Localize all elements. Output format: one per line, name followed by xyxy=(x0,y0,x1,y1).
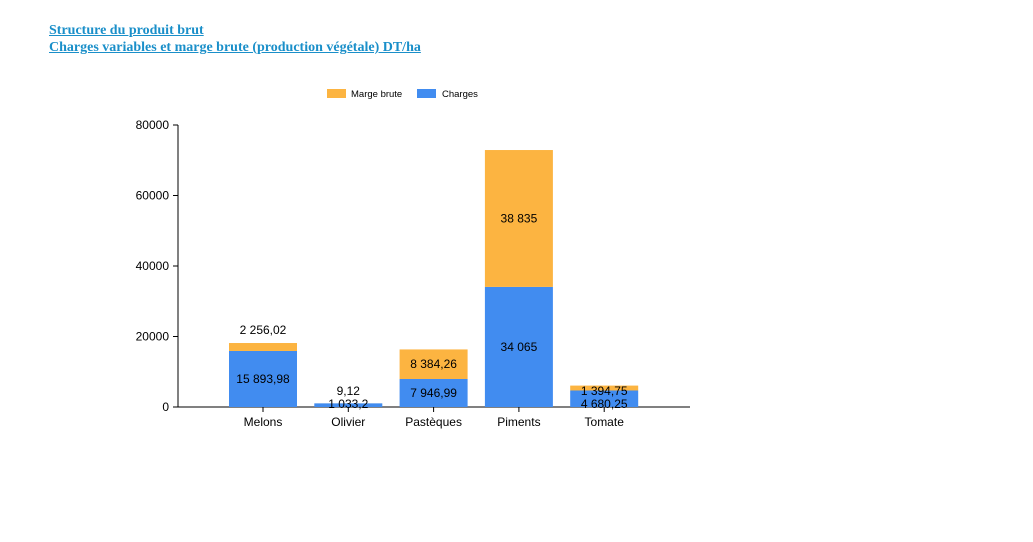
bar-marge-tomate xyxy=(570,385,639,391)
y-tick-label: 80000 xyxy=(136,118,170,132)
data-label-marge: 38 835 xyxy=(501,211,538,225)
data-label-marge: 2 256,02 xyxy=(240,323,287,337)
data-label-marge: 8 384,26 xyxy=(410,357,457,371)
y-tick-label: 40000 xyxy=(136,259,170,273)
data-label-charges: 15 893,98 xyxy=(236,372,290,386)
data-label-marge: 9,12 xyxy=(337,384,361,398)
legend-label-charges: Charges xyxy=(442,89,478,100)
bar-charges-tomate xyxy=(570,390,639,407)
legend-swatch-marge xyxy=(327,89,346,98)
y-tick-label: 60000 xyxy=(136,189,170,203)
y-tick-label: 0 xyxy=(162,400,169,414)
structure-produit-brut-link[interactable]: Structure du produit brut xyxy=(49,23,204,38)
data-label-marge: 1 394,75 xyxy=(581,384,628,398)
bar-marge-piments xyxy=(484,150,553,287)
bar-marge-pastèques xyxy=(399,349,468,379)
data-label-charges: 34 065 xyxy=(501,340,538,354)
data-label-charges: 1 033,2 xyxy=(328,397,368,411)
bar-charges-piments xyxy=(484,286,553,407)
bar-charges-olivier xyxy=(314,403,383,407)
page-header: Structure du produit brut Charges variab… xyxy=(49,22,421,56)
charges-marge-brute-link[interactable]: Charges variables et marge brute (produc… xyxy=(49,40,421,55)
y-tick-label: 20000 xyxy=(136,330,170,344)
legend-swatch-charges xyxy=(417,89,436,98)
x-tick-label: Piments xyxy=(497,415,540,429)
data-label-charges: 7 946,99 xyxy=(410,386,457,400)
bar-marge-melons xyxy=(229,343,297,351)
x-tick-label: Pastèques xyxy=(405,415,462,429)
x-tick-label: Melons xyxy=(244,415,283,429)
data-label-charges: 4 680,25 xyxy=(581,397,628,411)
legend-label-marge: Marge brute xyxy=(351,89,402,100)
bar-charges-pastèques xyxy=(399,378,468,407)
x-tick-label: Tomate xyxy=(585,415,625,429)
bar-charges-melons xyxy=(229,350,297,407)
x-tick-label: Olivier xyxy=(331,415,365,429)
